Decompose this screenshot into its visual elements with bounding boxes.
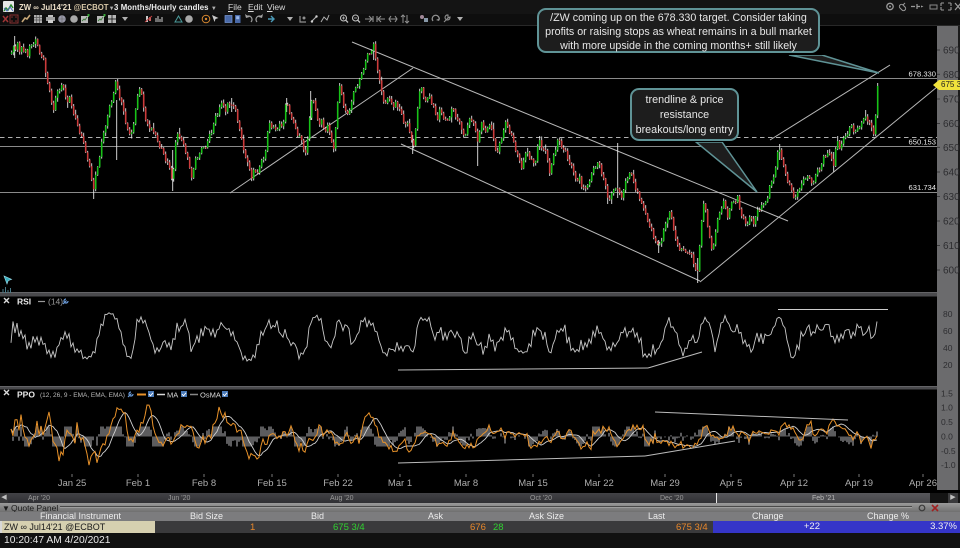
svg-text:Feb 1: Feb 1 [126, 478, 150, 489]
svg-text:60: 60 [943, 326, 953, 336]
svg-text:Apr 5: Apr 5 [720, 478, 743, 489]
svg-text:670: 670 [943, 95, 960, 106]
svg-text:Mar 1: Mar 1 [388, 478, 412, 489]
svg-text:MA: MA [167, 391, 178, 400]
svg-text:650.153: 650.153 [909, 138, 936, 147]
svg-text:40: 40 [943, 343, 953, 353]
svg-text:Jan 25: Jan 25 [58, 478, 87, 489]
svg-text:Mar 22: Mar 22 [584, 478, 614, 489]
svg-text:660: 660 [943, 119, 960, 130]
svg-text:610: 610 [943, 241, 960, 252]
svg-text:Feb 8: Feb 8 [192, 478, 216, 489]
svg-text:600: 600 [943, 266, 960, 277]
svg-text:(14): (14) [48, 297, 63, 307]
svg-text:80: 80 [943, 309, 953, 319]
svg-text:678.330: 678.330 [909, 70, 936, 79]
svg-text:(12, 26, 9 - EMA, EMA, EMA): (12, 26, 9 - EMA, EMA, EMA) [40, 392, 125, 399]
svg-text:OsMA: OsMA [200, 391, 221, 400]
svg-text:Mar 15: Mar 15 [518, 478, 548, 489]
svg-text:Apr 26: Apr 26 [909, 478, 937, 489]
svg-text:680: 680 [943, 70, 960, 81]
svg-text:PPO: PPO [17, 390, 35, 400]
svg-text:RSI: RSI [17, 297, 31, 307]
svg-text:Feb 22: Feb 22 [323, 478, 353, 489]
svg-text:630: 630 [943, 192, 960, 203]
svg-text:Mar 8: Mar 8 [454, 478, 478, 489]
svg-text:20: 20 [943, 360, 953, 370]
svg-text:-1.0: -1.0 [941, 460, 956, 470]
svg-text:Feb 15: Feb 15 [257, 478, 287, 489]
svg-text:-0.5: -0.5 [941, 446, 956, 456]
svg-text:1.0: 1.0 [941, 403, 953, 413]
svg-text:690: 690 [943, 46, 960, 57]
svg-text:Apr 19: Apr 19 [845, 478, 873, 489]
svg-text:1.5: 1.5 [941, 389, 953, 399]
svg-text:650: 650 [943, 143, 960, 154]
svg-text:Mar 29: Mar 29 [650, 478, 680, 489]
svg-text:640: 640 [943, 168, 960, 179]
svg-text:Apr 12: Apr 12 [780, 478, 808, 489]
svg-text:0.0: 0.0 [941, 431, 953, 441]
svg-text:620: 620 [943, 217, 960, 228]
svg-text:0.5: 0.5 [941, 417, 953, 427]
svg-text:631.734: 631.734 [909, 183, 936, 192]
